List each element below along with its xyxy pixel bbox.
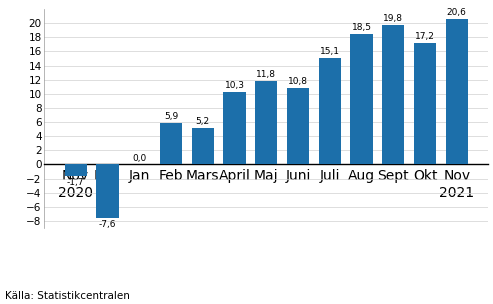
Text: -7,6: -7,6	[99, 220, 116, 229]
Bar	[65, 164, 87, 176]
Text: 19,8: 19,8	[383, 14, 403, 23]
Text: 0,0: 0,0	[132, 154, 146, 163]
Text: Källa: Statistikcentralen: Källa: Statistikcentralen	[5, 291, 130, 301]
Text: 5,9: 5,9	[164, 112, 178, 121]
Text: 17,2: 17,2	[415, 32, 435, 41]
Bar	[351, 34, 373, 164]
Bar	[223, 92, 246, 164]
Text: -1,7: -1,7	[67, 178, 84, 187]
Text: 11,8: 11,8	[256, 70, 276, 79]
Bar	[192, 128, 214, 164]
Text: 18,5: 18,5	[352, 23, 372, 32]
Bar	[287, 88, 309, 164]
Bar	[446, 19, 468, 164]
Bar	[255, 81, 278, 164]
Bar	[382, 25, 404, 164]
Text: 10,3: 10,3	[224, 81, 245, 90]
Text: 15,1: 15,1	[320, 47, 340, 56]
Bar	[160, 123, 182, 164]
Bar	[414, 43, 436, 164]
Text: 5,2: 5,2	[196, 117, 210, 126]
Bar	[96, 164, 118, 218]
Text: 20,6: 20,6	[447, 8, 467, 17]
Text: 10,8: 10,8	[288, 78, 308, 86]
Bar	[318, 58, 341, 164]
